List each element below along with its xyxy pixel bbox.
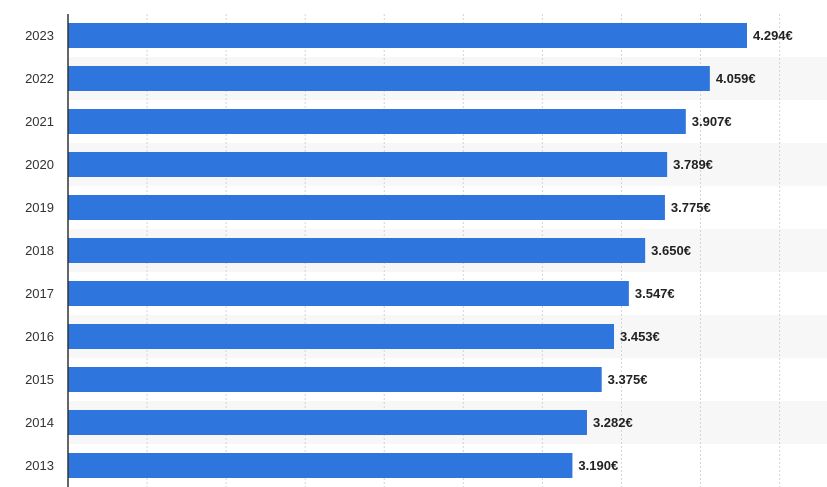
value-label-2023: 4.294€ xyxy=(753,28,793,43)
value-label-2016: 3.453€ xyxy=(620,329,660,344)
bar-2022 xyxy=(68,66,710,91)
bar-2020 xyxy=(68,152,668,177)
value-label-2021: 3.907€ xyxy=(692,114,732,129)
category-label-2015: 2015 xyxy=(25,372,54,387)
value-label-2013: 3.190€ xyxy=(578,458,618,473)
value-label-2020: 3.789€ xyxy=(673,157,713,172)
value-label-2017: 3.547€ xyxy=(635,286,675,301)
bar-2016 xyxy=(68,324,615,349)
category-label-2017: 2017 xyxy=(25,286,54,301)
category-label-2013: 2013 xyxy=(25,458,54,473)
bar-2023 xyxy=(68,23,747,48)
value-label-2022: 4.059€ xyxy=(716,71,756,86)
bar-2014 xyxy=(68,410,587,435)
value-label-2014: 3.282€ xyxy=(593,415,633,430)
category-label-2023: 2023 xyxy=(25,28,54,43)
bar-2013 xyxy=(68,453,573,478)
bar-2017 xyxy=(68,281,629,306)
value-label-2018: 3.650€ xyxy=(651,243,691,258)
category-label-2016: 2016 xyxy=(25,329,54,344)
category-label-2019: 2019 xyxy=(25,200,54,215)
category-label-2021: 2021 xyxy=(25,114,54,129)
bar-2015 xyxy=(68,367,602,392)
category-label-2020: 2020 xyxy=(25,157,54,172)
category-label-2018: 2018 xyxy=(25,243,54,258)
bar-2019 xyxy=(68,195,665,220)
category-label-2014: 2014 xyxy=(25,415,54,430)
value-label-2015: 3.375€ xyxy=(608,372,648,387)
category-label-2022: 2022 xyxy=(25,71,54,86)
value-label-2019: 3.775€ xyxy=(671,200,711,215)
bar-2018 xyxy=(68,238,646,263)
bar-2021 xyxy=(68,109,686,134)
